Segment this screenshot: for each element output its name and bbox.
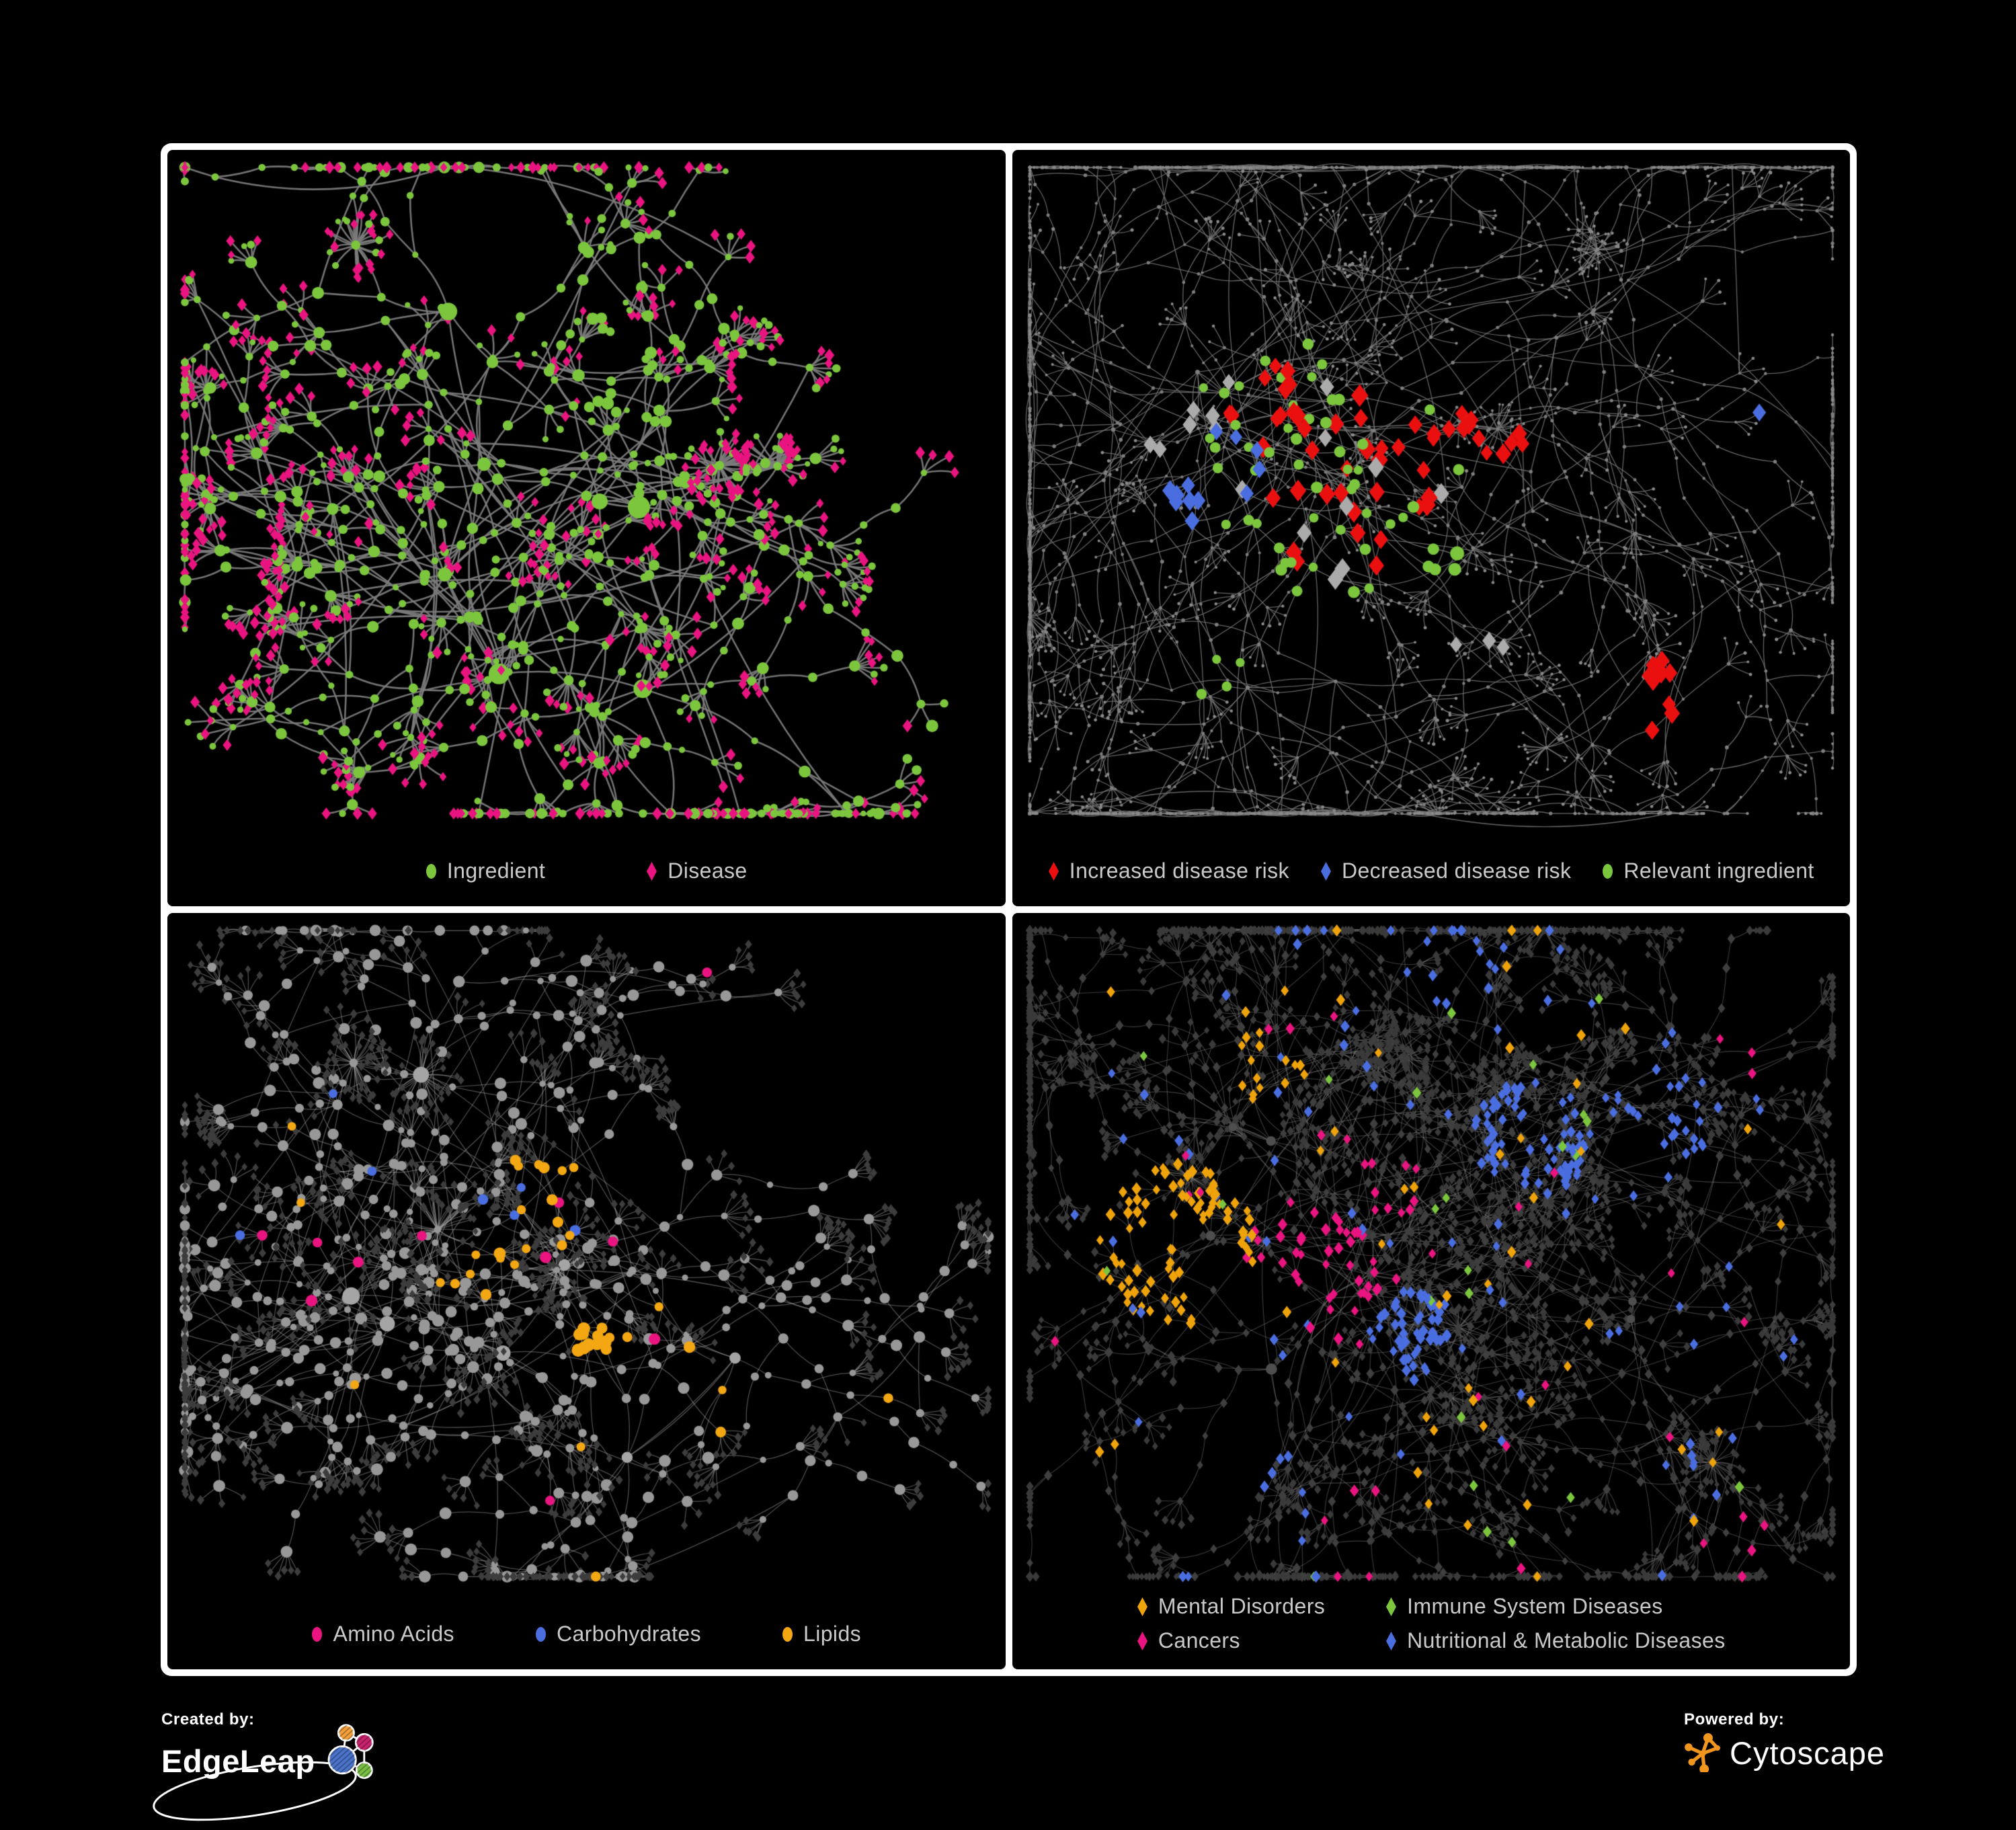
cytoscape-credit: Powered by: Cytoscape <box>1684 1710 1885 1772</box>
diamond-marker-icon <box>1137 1597 1147 1616</box>
legend-item-ingredient: Ingredient <box>426 859 545 883</box>
nutrient-class-legend: Amino Acids Carbohydrates Lipids <box>167 1622 1006 1646</box>
legend-item-amino-acids: Amino Acids <box>311 1622 454 1646</box>
diamond-marker-icon <box>1048 861 1059 881</box>
legend-item-relevant-ingredient: Relevant ingredient <box>1602 859 1814 883</box>
legend-item-carbohydrates: Carbohydrates <box>535 1622 701 1646</box>
diamond-marker-icon <box>1386 1631 1397 1650</box>
ingredient-disease-network-canvas <box>167 150 1006 906</box>
diamond-marker-icon <box>1137 1631 1147 1650</box>
panel-nutrient-classes: Amino Acids Carbohydrates Lipids <box>167 913 1006 1669</box>
legend-label: Increased disease risk <box>1069 859 1289 883</box>
legend-item-immune-system-diseases: Immune System Diseases <box>1385 1594 1725 1619</box>
panel-disease-classes: Mental Disorders Immune System Diseases … <box>1012 913 1851 1669</box>
disease-risk-network-canvas <box>1012 150 1850 906</box>
panel-disease-risk: Increased disease risk Decreased disease… <box>1012 150 1851 906</box>
legend-label: Ingredient <box>446 859 546 883</box>
created-by-label: Created by: <box>161 1710 255 1728</box>
legend-label: Relevant ingredient <box>1623 859 1814 883</box>
circle-marker-icon <box>312 1626 323 1642</box>
legend-item-mental-disorders: Mental Disorders <box>1137 1594 1325 1619</box>
diamond-marker-icon <box>1320 861 1331 881</box>
legend-label: Decreased disease risk <box>1341 859 1572 883</box>
legend-label: Carbohydrates <box>556 1622 702 1646</box>
legend-item-increased-risk: Increased disease risk <box>1048 859 1289 883</box>
legend-item-decreased-risk: Decreased disease risk <box>1320 859 1571 883</box>
edgeleap-swoosh-icon <box>153 1761 357 1821</box>
legend-item-cancers: Cancers <box>1137 1628 1325 1653</box>
diamond-marker-icon <box>647 861 657 881</box>
legend-item-disease: Disease <box>646 859 747 883</box>
powered-by-label: Powered by: <box>1684 1710 1785 1728</box>
panel-ingredient-disease: Ingredient Disease <box>167 150 1006 906</box>
legend-label: Mental Disorders <box>1158 1594 1326 1618</box>
legend-label: Amino Acids <box>333 1622 454 1646</box>
edgeleap-brand-text: EdgeLeap <box>161 1743 315 1779</box>
legend-label: Disease <box>668 859 748 883</box>
panel-grid: Ingredient Disease Increased disease ris… <box>161 143 1857 1676</box>
circle-marker-icon <box>535 1626 546 1642</box>
legend-label: Cancers <box>1158 1628 1240 1653</box>
circle-marker-icon <box>782 1626 793 1642</box>
diamond-marker-icon <box>1386 1597 1397 1616</box>
legend-label: Lipids <box>803 1622 862 1646</box>
legend-label: Nutritional & Metabolic Diseases <box>1407 1628 1726 1653</box>
circle-marker-icon <box>1603 863 1613 879</box>
legend-item-nutritional-metabolic-diseases: Nutritional & Metabolic Diseases <box>1385 1628 1725 1653</box>
disease-class-legend: Mental Disorders Immune System Diseases … <box>1012 1594 1851 1653</box>
disease-class-network-canvas <box>1012 913 1850 1669</box>
edgeleap-credit: Created by: EdgeLeap <box>153 1710 377 1821</box>
disease-risk-legend: Increased disease risk Decreased disease… <box>1012 859 1851 883</box>
ingredient-disease-legend: Ingredient Disease <box>167 859 1006 883</box>
circle-marker-icon <box>426 863 436 879</box>
legend-item-lipids: Lipids <box>782 1622 861 1646</box>
cytoscape-brand-text: Cytoscape <box>1730 1735 1886 1771</box>
edgeleap-logo-icon <box>327 1724 374 1780</box>
cytoscape-logo-icon <box>1685 1733 1720 1772</box>
nutrient-class-network-canvas <box>167 913 1006 1669</box>
legend-label: Immune System Diseases <box>1407 1594 1663 1618</box>
